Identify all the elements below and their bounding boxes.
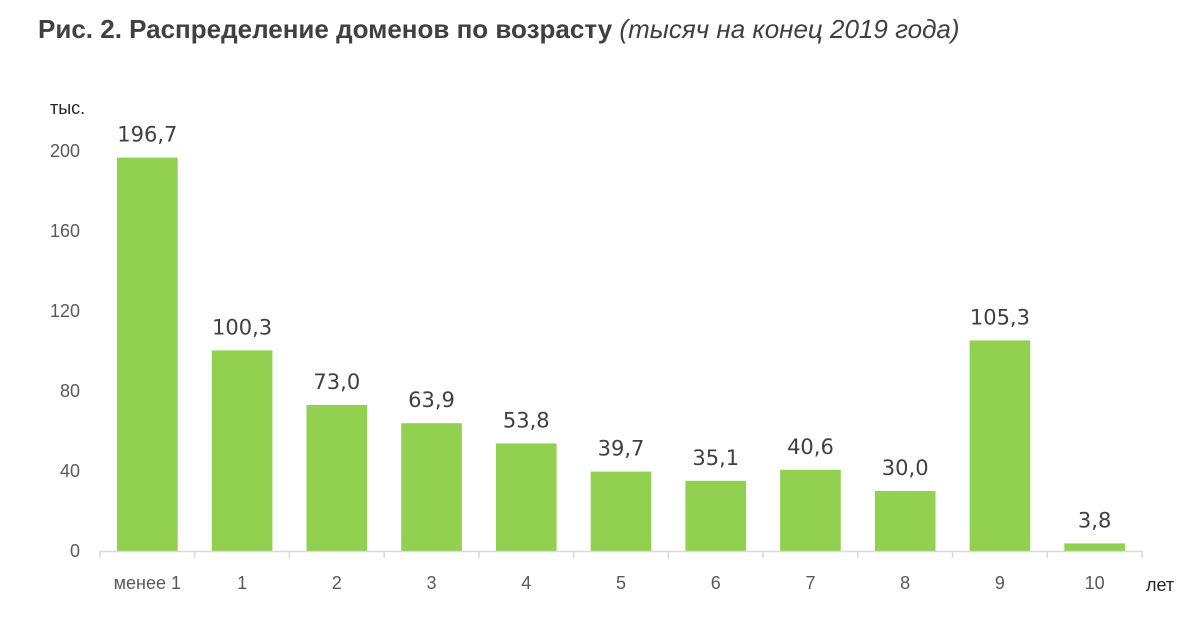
y-tick-label: 200 bbox=[50, 141, 80, 161]
bar bbox=[780, 469, 841, 551]
x-tick-label: менее 1 bbox=[114, 573, 181, 593]
bar bbox=[590, 471, 652, 551]
x-axis: менее 1 1 2 3 4 5 6 7 8 9 10 bbox=[99, 551, 1143, 593]
y-axis: 0 40 80 120 160 200 bbox=[50, 141, 80, 561]
x-tick-label: 7 bbox=[805, 573, 815, 593]
data-label: 30,0 bbox=[882, 456, 929, 480]
y-tick-label: 0 bbox=[70, 541, 80, 561]
x-tick-label: 4 bbox=[521, 573, 531, 593]
x-tick-label: 5 bbox=[616, 573, 626, 593]
y-axis-label: тыс. bbox=[50, 98, 85, 118]
data-label: 196,7 bbox=[117, 123, 177, 147]
bar bbox=[117, 157, 178, 551]
data-label: 73,0 bbox=[313, 370, 360, 394]
bar bbox=[211, 350, 273, 551]
y-tick-label: 80 bbox=[60, 381, 80, 401]
bar bbox=[401, 423, 462, 551]
y-tick-label: 160 bbox=[50, 221, 80, 241]
y-tick-label: 120 bbox=[50, 301, 80, 321]
bar bbox=[685, 480, 747, 551]
x-tick-label: 3 bbox=[427, 573, 437, 593]
bars-group bbox=[117, 157, 1125, 551]
data-label: 35,1 bbox=[692, 446, 739, 470]
x-tick-label: 1 bbox=[237, 573, 247, 593]
data-label: 3,8 bbox=[1078, 508, 1111, 532]
bar bbox=[1064, 543, 1125, 551]
data-label: 53,8 bbox=[503, 408, 550, 432]
data-label: 63,9 bbox=[408, 388, 455, 412]
x-tick-label: 9 bbox=[995, 573, 1005, 593]
data-label: 40,6 bbox=[787, 435, 834, 459]
x-axis-label: лет bbox=[1146, 575, 1174, 595]
y-tick-label: 40 bbox=[60, 461, 80, 481]
data-label: 100,3 bbox=[212, 315, 272, 339]
x-tick-label: 10 bbox=[1085, 573, 1105, 593]
x-tick-label: 2 bbox=[332, 573, 342, 593]
chart-title-main: Рис. 2. Распределение доменов по возраст… bbox=[38, 14, 613, 44]
x-tick-label: 6 bbox=[711, 573, 721, 593]
data-labels-group: 196,7 100,3 73,0 63,9 53,8 39,7 35,1 40,6 30,0 10… bbox=[117, 123, 1111, 533]
bar bbox=[495, 443, 557, 551]
chart-title: Рис. 2. Распределение доменов по возраст… bbox=[38, 14, 960, 45]
chart-title-sub: (тысяч на конец 2019 года) bbox=[619, 14, 960, 44]
bar bbox=[969, 340, 1031, 551]
bar bbox=[874, 491, 936, 551]
data-label: 39,7 bbox=[598, 437, 645, 461]
x-tick-label: 8 bbox=[900, 573, 910, 593]
data-label: 105,3 bbox=[970, 305, 1030, 329]
bar bbox=[306, 405, 368, 551]
